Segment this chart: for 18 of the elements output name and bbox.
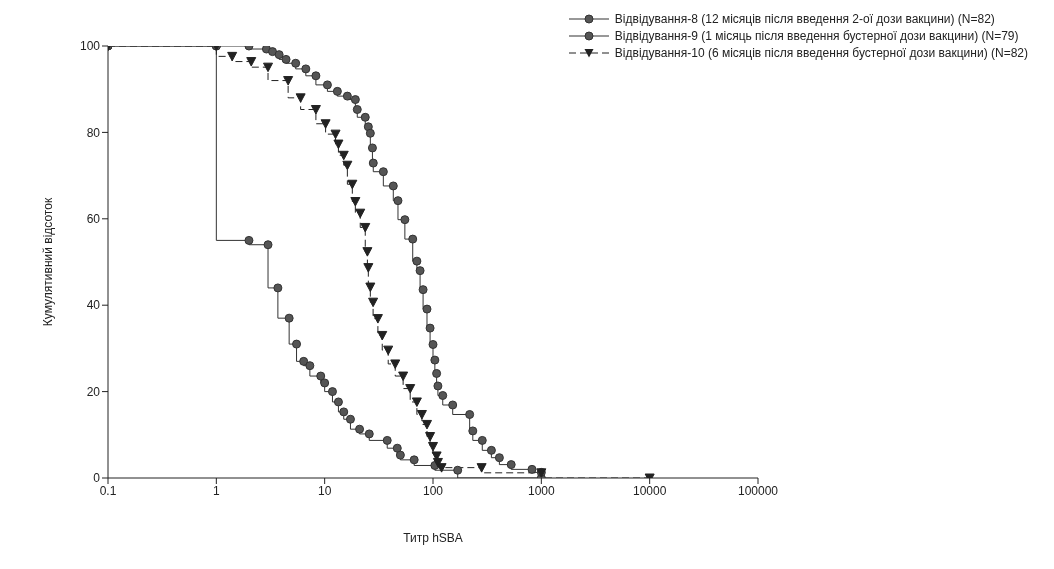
x-tick-label: 1000 <box>527 483 555 498</box>
x-axis-title: Титр hSBA <box>403 531 463 545</box>
x-tick-label: 0.1 <box>99 483 117 498</box>
legend-label: Відвідування-10 (6 місяців після введення бустерної дози вакцини) (N=82) <box>614 46 1028 60</box>
y-tick-label: 60 <box>86 212 101 227</box>
x-tick-label: 1 <box>212 483 220 498</box>
y-tick-label: 0 <box>93 471 101 486</box>
x-tick-label: 10 <box>317 483 332 498</box>
y-tick-label: 100 <box>79 39 101 54</box>
y-tick-label: 40 <box>86 298 101 313</box>
x-tick-label: 10000 <box>632 483 667 498</box>
y-tick-label: 20 <box>86 384 101 399</box>
legend-label: Відвідування-9 (1 місяць після введення бустерної дози вакцини) (N=79) <box>614 29 1019 43</box>
x-tick-label: 100000 <box>737 483 779 498</box>
y-axis-title: Кумулятивний відсоток <box>41 197 56 327</box>
legend-label: Відвідування-8 (12 місяців після введення 2-ої дози вакцини) (N=82) <box>614 12 995 26</box>
y-tick-label: 80 <box>86 125 101 140</box>
x-tick-label: 100 <box>422 483 444 498</box>
